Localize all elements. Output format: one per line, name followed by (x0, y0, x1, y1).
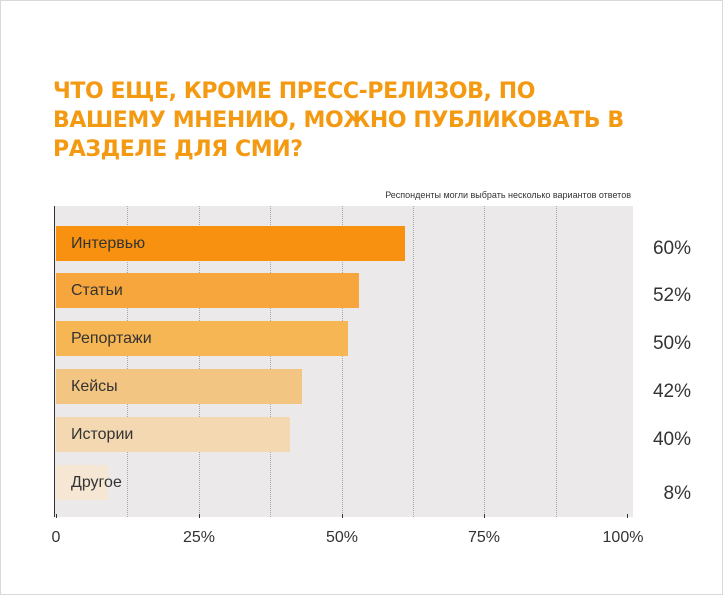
bar-category-label: Истории (71, 426, 134, 443)
x-tick-label: 25% (182, 529, 216, 546)
x-tick (627, 514, 628, 518)
bar-3: Репортажи (56, 321, 348, 356)
bar-value-label: 50% (652, 333, 691, 354)
chart-title: Что еще, кроме пресс-релизов, по вашему … (53, 79, 624, 162)
x-tick-label: 50% (325, 529, 359, 546)
y-axis (54, 206, 55, 517)
gridline (484, 206, 485, 517)
bar-6: Другое (56, 465, 122, 500)
x-tick (484, 514, 485, 518)
chart-note: Респонденты могли выбрать несколько вари… (385, 190, 631, 200)
x-tick-label: 100% (602, 529, 644, 546)
bar-value-label: 60% (652, 238, 691, 259)
bar-value-label: 42% (652, 381, 691, 402)
bar-value-label: 52% (652, 285, 691, 306)
bar-category-label: Другое (71, 474, 122, 491)
gridline (342, 206, 343, 517)
gridline (413, 206, 414, 517)
gridline (556, 206, 557, 517)
x-tick-label: 75% (467, 529, 501, 546)
bar-value-label: 40% (652, 429, 691, 450)
bar-value-label: 8% (663, 483, 691, 504)
bar-1: Интервью (56, 226, 405, 261)
bar-5: Истории (56, 417, 290, 452)
bar-2: Статьи (56, 273, 359, 308)
x-tick (199, 514, 200, 518)
bar-category-label: Кейсы (71, 378, 118, 395)
gridline (199, 206, 200, 517)
x-tick-label: 0 (51, 529, 61, 546)
bar-category-label: Статьи (71, 282, 123, 299)
x-tick (56, 514, 57, 518)
bar-category-label: Репортажи (71, 330, 152, 347)
gridline (270, 206, 271, 517)
bar-category-label: Интервью (71, 235, 146, 252)
gridline (127, 206, 128, 517)
bar-4: Кейсы (56, 369, 302, 404)
x-tick (342, 514, 343, 518)
